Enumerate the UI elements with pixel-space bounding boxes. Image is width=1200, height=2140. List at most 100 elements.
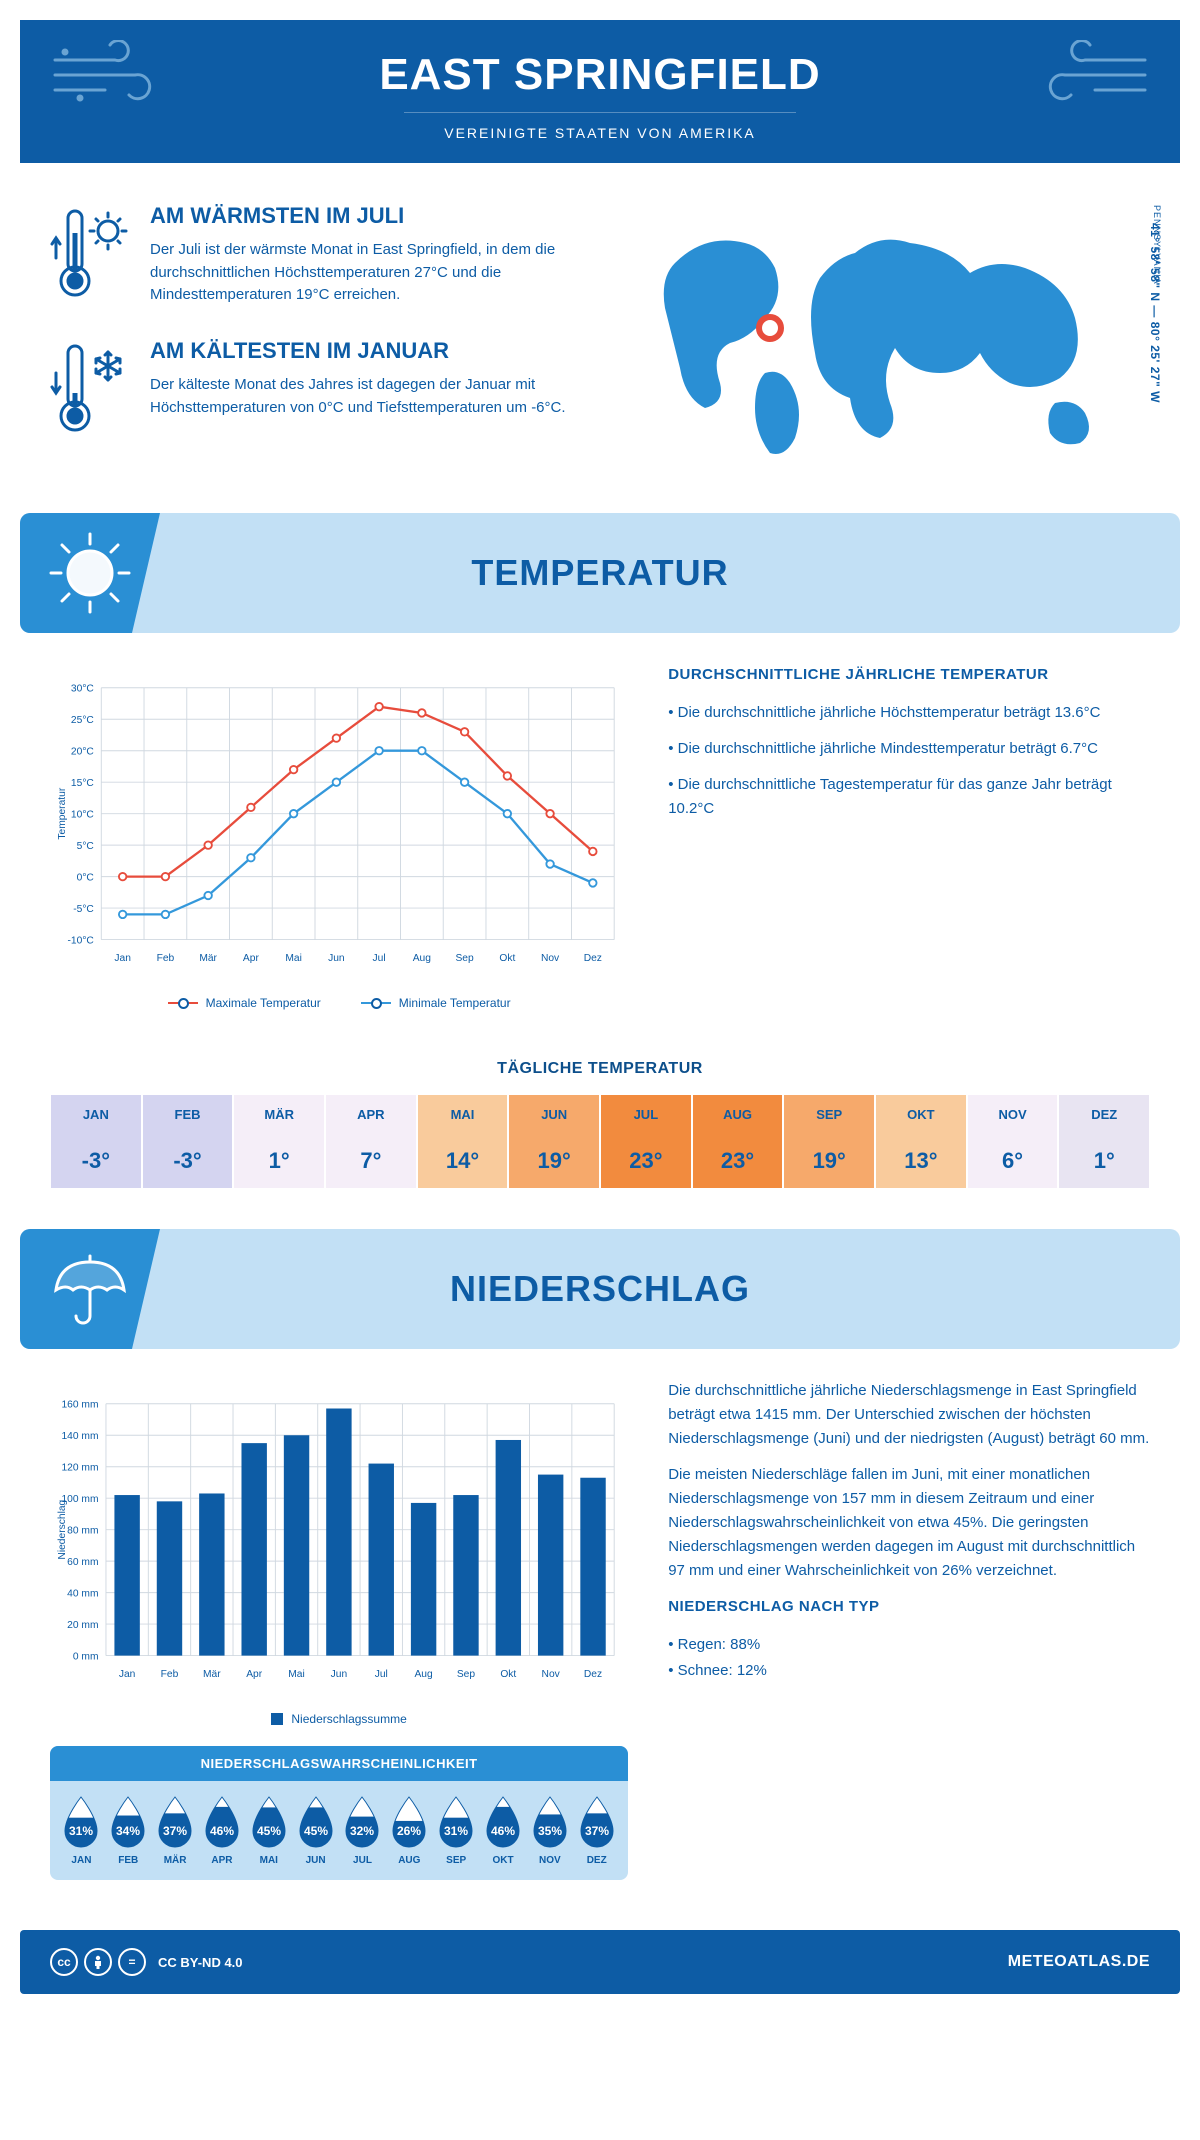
- legend-max-marker: [168, 1002, 198, 1004]
- svg-text:Jun: Jun: [331, 1669, 348, 1680]
- prob-cell: 45% MAI: [245, 1795, 292, 1866]
- svg-text:35%: 35%: [538, 1824, 562, 1838]
- prob-cell: 37% MÄR: [152, 1795, 199, 1866]
- thermometer-snow-icon: [50, 338, 130, 443]
- svg-text:10°C: 10°C: [71, 809, 95, 820]
- cc-icon: cc: [50, 1948, 78, 1976]
- prob-heading: NIEDERSCHLAGSWAHRSCHEINLICHKEIT: [50, 1746, 628, 1781]
- legend-min-marker: [361, 1002, 391, 1004]
- svg-text:25°C: 25°C: [71, 715, 95, 726]
- temp-cell-value: -3°: [51, 1134, 141, 1188]
- svg-text:Mai: Mai: [288, 1669, 305, 1680]
- svg-text:37%: 37%: [585, 1824, 609, 1838]
- precip-p1: Die durchschnittliche jährliche Niedersc…: [668, 1379, 1150, 1451]
- svg-text:Jul: Jul: [373, 953, 386, 964]
- svg-text:Sep: Sep: [457, 1669, 476, 1680]
- page-root: EAST SPRINGFIELD VEREINIGTE STAATEN VON …: [0, 0, 1200, 2014]
- prob-month-label: APR: [199, 1855, 246, 1866]
- prob-cell: 26% AUG: [386, 1795, 433, 1866]
- raindrop-icon: 35%: [529, 1795, 571, 1849]
- raindrop-icon: 34%: [107, 1795, 149, 1849]
- precip-legend: Niederschlagssumme: [50, 1712, 628, 1726]
- svg-text:46%: 46%: [491, 1824, 515, 1838]
- svg-text:32%: 32%: [350, 1824, 374, 1838]
- temp-cell-month: OKT: [876, 1095, 966, 1134]
- svg-text:Dez: Dez: [584, 953, 602, 964]
- wind-icon-right: [1030, 40, 1150, 110]
- coldest-title: AM KÄLTESTEN IM JANUAR: [150, 338, 580, 364]
- svg-text:Temperatur: Temperatur: [57, 787, 68, 839]
- precipitation-banner: NIEDERSCHLAG: [20, 1229, 1180, 1349]
- wind-icon-left: [50, 40, 170, 110]
- raindrop-icon: 45%: [295, 1795, 337, 1849]
- legend-bar-label: Niederschlagssumme: [291, 1712, 406, 1726]
- temp-cell: AUG23°: [692, 1094, 784, 1189]
- temp-cell: SEP19°: [783, 1094, 875, 1189]
- temp-cell: JUL23°: [600, 1094, 692, 1189]
- svg-text:20 mm: 20 mm: [67, 1620, 98, 1631]
- precip-type-snow: • Schnee: 12%: [668, 1659, 1150, 1683]
- temp-cell-month: APR: [326, 1095, 416, 1134]
- temp-cell: MAI14°: [417, 1094, 509, 1189]
- svg-text:15°C: 15°C: [71, 778, 95, 789]
- prob-cell: 37% DEZ: [573, 1795, 620, 1866]
- raindrop-icon: 45%: [248, 1795, 290, 1849]
- temp-cell: NOV6°: [967, 1094, 1059, 1189]
- svg-text:Mai: Mai: [285, 953, 302, 964]
- svg-text:140 mm: 140 mm: [61, 1431, 98, 1442]
- world-map-icon: [620, 203, 1150, 463]
- prob-cell: 45% JUN: [292, 1795, 339, 1866]
- by-icon: [84, 1948, 112, 1976]
- svg-text:31%: 31%: [444, 1824, 468, 1838]
- temp-cell-month: MÄR: [234, 1095, 324, 1134]
- legend-bar-marker: [271, 1713, 283, 1725]
- svg-text:Dez: Dez: [584, 1669, 602, 1680]
- prob-cell: 34% FEB: [105, 1795, 152, 1866]
- legend-max-label: Maximale Temperatur: [206, 996, 321, 1010]
- prob-month-label: DEZ: [573, 1855, 620, 1866]
- temperature-heading: TEMPERATUR: [160, 552, 1180, 594]
- prob-month-label: MAI: [245, 1855, 292, 1866]
- svg-text:Aug: Aug: [414, 1669, 433, 1680]
- prob-cell: 31% SEP: [433, 1795, 480, 1866]
- svg-text:Feb: Feb: [161, 1669, 179, 1680]
- sun-icon: [20, 513, 160, 633]
- temp-cell: FEB-3°: [142, 1094, 234, 1189]
- temp-cell-value: 7°: [326, 1134, 416, 1188]
- prob-cell: 31% JAN: [58, 1795, 105, 1866]
- precipitation-chart: 0 mm20 mm40 mm60 mm80 mm100 mm120 mm140 …: [50, 1379, 628, 1880]
- umbrella-icon: [20, 1229, 160, 1349]
- temp-cell-value: 19°: [509, 1134, 599, 1188]
- temp-cell-value: 23°: [693, 1134, 783, 1188]
- intro-facts: AM WÄRMSTEN IM JULI Der Juli ist der wär…: [50, 203, 580, 473]
- prob-month-label: SEP: [433, 1855, 480, 1866]
- temp-cell-month: FEB: [143, 1095, 233, 1134]
- svg-text:0°C: 0°C: [77, 872, 95, 883]
- prob-cell: 32% JUL: [339, 1795, 386, 1866]
- daily-temp-table: JAN-3°FEB-3°MÄR1°APR7°MAI14°JUN19°JUL23°…: [20, 1094, 1180, 1229]
- precipitation-summary: Die durchschnittliche jährliche Niedersc…: [668, 1379, 1150, 1880]
- svg-text:Jul: Jul: [375, 1669, 388, 1680]
- svg-text:Mär: Mär: [199, 953, 217, 964]
- svg-text:80 mm: 80 mm: [67, 1525, 98, 1536]
- raindrop-icon: 46%: [482, 1795, 524, 1849]
- svg-text:45%: 45%: [257, 1824, 281, 1838]
- page-title: EAST SPRINGFIELD: [40, 50, 1160, 100]
- svg-text:26%: 26%: [397, 1824, 421, 1838]
- svg-text:Jan: Jan: [114, 953, 131, 964]
- svg-text:34%: 34%: [116, 1824, 140, 1838]
- raindrop-icon: 37%: [576, 1795, 618, 1849]
- world-map-container: PENNSYLVANIA 41° 58' 58" N — 80° 25' 27"…: [620, 203, 1150, 473]
- precip-p2: Die meisten Niederschläge fallen im Juni…: [668, 1463, 1150, 1583]
- temp-cell: APR7°: [325, 1094, 417, 1189]
- raindrop-icon: 26%: [388, 1795, 430, 1849]
- raindrop-icon: 46%: [201, 1795, 243, 1849]
- svg-text:Nov: Nov: [541, 953, 560, 964]
- prob-month-label: NOV: [526, 1855, 573, 1866]
- svg-text:120 mm: 120 mm: [61, 1462, 98, 1473]
- svg-text:Aug: Aug: [413, 953, 432, 964]
- temp-cell-month: NOV: [968, 1095, 1058, 1134]
- warmest-text: Der Juli ist der wärmste Monat in East S…: [150, 239, 580, 307]
- footer-brand: METEOATLAS.DE: [1008, 1953, 1150, 1971]
- svg-text:37%: 37%: [163, 1824, 187, 1838]
